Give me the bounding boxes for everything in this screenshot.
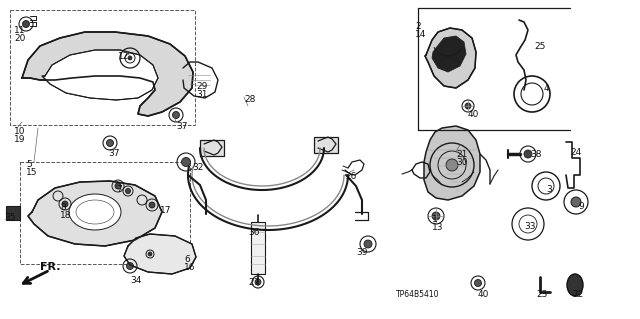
Text: 24: 24	[570, 148, 581, 157]
Circle shape	[173, 112, 179, 118]
Text: 1: 1	[432, 215, 438, 224]
Text: 18: 18	[60, 211, 72, 220]
Ellipse shape	[69, 194, 121, 230]
Text: 2: 2	[415, 22, 420, 31]
Text: 25: 25	[534, 42, 545, 51]
Text: 16: 16	[184, 263, 195, 272]
Polygon shape	[42, 50, 158, 100]
Text: 21: 21	[456, 150, 467, 159]
Ellipse shape	[76, 200, 114, 224]
Circle shape	[62, 201, 68, 207]
Text: 3: 3	[546, 185, 552, 194]
Circle shape	[182, 158, 191, 167]
Text: 14: 14	[415, 30, 426, 39]
Text: 11: 11	[14, 26, 26, 35]
Polygon shape	[22, 32, 193, 116]
Text: 19: 19	[14, 135, 26, 144]
Text: 8: 8	[60, 203, 66, 212]
Text: 33: 33	[524, 222, 536, 231]
Text: 6: 6	[184, 255, 189, 264]
Text: 34: 34	[130, 276, 141, 285]
Text: 36: 36	[248, 228, 259, 237]
Circle shape	[22, 20, 29, 27]
Text: 5: 5	[26, 160, 32, 169]
Circle shape	[255, 279, 261, 285]
Circle shape	[115, 183, 121, 189]
Text: 20: 20	[14, 34, 26, 43]
Circle shape	[106, 139, 113, 146]
Circle shape	[524, 150, 532, 158]
Circle shape	[474, 279, 481, 286]
Text: 4: 4	[544, 84, 550, 93]
Circle shape	[364, 240, 372, 248]
Bar	[251, 222, 265, 274]
Text: 15: 15	[26, 168, 38, 177]
Text: 32: 32	[192, 163, 204, 172]
Bar	[10, 10, 195, 125]
Text: 31: 31	[196, 90, 207, 99]
Circle shape	[128, 56, 132, 60]
Bar	[20, 162, 190, 264]
Text: 9: 9	[578, 202, 584, 211]
Text: 37: 37	[176, 122, 188, 131]
Circle shape	[446, 159, 458, 171]
Text: 40: 40	[468, 110, 479, 119]
Ellipse shape	[567, 274, 583, 296]
Polygon shape	[432, 36, 466, 72]
Circle shape	[465, 103, 471, 109]
Text: 17: 17	[160, 206, 172, 215]
Text: 26: 26	[345, 172, 356, 181]
Bar	[6, 206, 20, 220]
Circle shape	[149, 202, 155, 208]
Text: 13: 13	[432, 223, 444, 232]
Text: TP64B5410: TP64B5410	[396, 290, 440, 299]
Circle shape	[127, 263, 134, 270]
Circle shape	[125, 189, 131, 194]
Text: 30: 30	[456, 158, 467, 167]
Text: 37: 37	[108, 149, 120, 158]
Bar	[314, 137, 338, 153]
Bar	[200, 140, 224, 156]
Text: FR.: FR.	[40, 262, 61, 272]
Polygon shape	[425, 28, 476, 88]
Circle shape	[571, 197, 581, 207]
Text: 35: 35	[4, 213, 15, 222]
Text: 40: 40	[478, 290, 490, 299]
Text: 29: 29	[196, 82, 207, 91]
Polygon shape	[28, 181, 162, 246]
Text: 23: 23	[536, 290, 547, 299]
Text: 10: 10	[14, 127, 26, 136]
Polygon shape	[424, 126, 480, 200]
Text: 27: 27	[248, 278, 259, 287]
Text: 12: 12	[118, 52, 129, 61]
Text: 22: 22	[572, 290, 583, 299]
Circle shape	[432, 212, 440, 220]
Text: 7: 7	[116, 185, 122, 194]
Text: 28: 28	[244, 95, 255, 104]
Circle shape	[148, 252, 152, 256]
Text: 39: 39	[356, 248, 367, 257]
Polygon shape	[124, 234, 196, 274]
Text: 38: 38	[530, 150, 541, 159]
